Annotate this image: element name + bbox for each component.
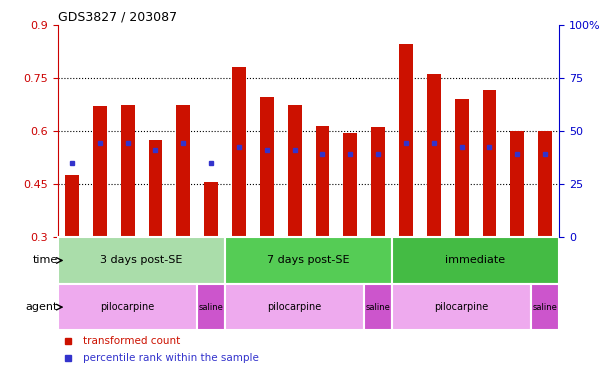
Text: saline: saline — [199, 303, 224, 312]
Bar — [315, 126, 329, 237]
Bar — [510, 131, 524, 237]
Bar — [197, 284, 225, 331]
Text: immediate: immediate — [445, 255, 506, 265]
Bar — [121, 104, 134, 237]
Bar — [58, 284, 197, 331]
Text: time: time — [32, 255, 57, 265]
Bar — [392, 237, 559, 284]
Text: saline: saline — [533, 303, 558, 312]
Bar — [65, 175, 79, 237]
Bar — [232, 67, 246, 237]
Bar — [204, 182, 218, 237]
Bar — [58, 237, 225, 284]
Text: 3 days post-SE: 3 days post-SE — [100, 255, 183, 265]
Text: percentile rank within the sample: percentile rank within the sample — [83, 353, 259, 363]
Bar — [455, 99, 469, 237]
Bar — [288, 104, 302, 237]
Text: saline: saline — [366, 303, 390, 312]
Text: pilocarpine: pilocarpine — [100, 302, 155, 312]
Bar — [225, 237, 392, 284]
Bar — [225, 284, 364, 331]
Text: transformed count: transformed count — [83, 336, 180, 346]
Bar — [260, 98, 274, 237]
Text: 7 days post-SE: 7 days post-SE — [267, 255, 350, 265]
Bar — [538, 131, 552, 237]
Bar — [371, 127, 385, 237]
Bar — [392, 284, 531, 331]
Bar — [93, 106, 107, 237]
Bar — [427, 74, 441, 237]
Bar — [399, 45, 413, 237]
Text: pilocarpine: pilocarpine — [434, 302, 489, 312]
Bar — [483, 90, 496, 237]
Bar — [177, 104, 190, 237]
Text: agent: agent — [25, 302, 57, 312]
Text: GDS3827 / 203087: GDS3827 / 203087 — [58, 11, 177, 24]
Bar — [364, 284, 392, 331]
Bar — [148, 140, 163, 237]
Text: pilocarpine: pilocarpine — [268, 302, 322, 312]
Bar — [531, 284, 559, 331]
Bar — [343, 133, 357, 237]
